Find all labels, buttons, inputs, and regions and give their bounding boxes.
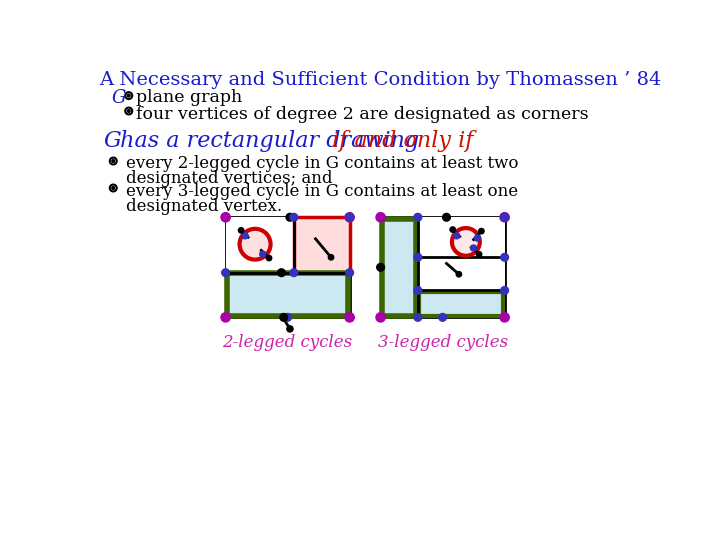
Circle shape bbox=[266, 255, 271, 261]
Text: every 2-legged cycle in G contains at least two: every 2-legged cycle in G contains at le… bbox=[126, 155, 518, 172]
Circle shape bbox=[474, 235, 481, 241]
Circle shape bbox=[277, 269, 285, 276]
Circle shape bbox=[280, 314, 287, 321]
Circle shape bbox=[376, 213, 385, 222]
Bar bbox=[225, 217, 294, 273]
Circle shape bbox=[286, 213, 294, 221]
Circle shape bbox=[500, 313, 509, 322]
Text: plane graph: plane graph bbox=[137, 90, 243, 106]
Circle shape bbox=[477, 252, 482, 257]
Bar bbox=[225, 217, 350, 318]
Circle shape bbox=[471, 245, 477, 251]
Circle shape bbox=[222, 269, 230, 276]
Circle shape bbox=[346, 213, 354, 221]
Bar bbox=[418, 217, 505, 257]
Circle shape bbox=[376, 313, 385, 322]
Circle shape bbox=[500, 253, 508, 261]
Text: designated vertex.: designated vertex. bbox=[126, 198, 282, 215]
Circle shape bbox=[452, 228, 480, 256]
Circle shape bbox=[221, 213, 230, 222]
Bar bbox=[294, 217, 350, 273]
Circle shape bbox=[127, 94, 130, 97]
Circle shape bbox=[345, 313, 354, 322]
Circle shape bbox=[328, 254, 334, 260]
Circle shape bbox=[112, 160, 114, 163]
Circle shape bbox=[290, 213, 297, 221]
Text: A Necessary and Sufficient Condition by Thomassen ’ 84: A Necessary and Sufficient Condition by … bbox=[99, 71, 662, 89]
Text: if and only if: if and only if bbox=[332, 130, 473, 152]
Text: G: G bbox=[112, 90, 126, 107]
Circle shape bbox=[240, 229, 271, 260]
Circle shape bbox=[284, 314, 292, 321]
Bar bbox=[419, 292, 503, 316]
Circle shape bbox=[500, 213, 508, 221]
Bar bbox=[382, 219, 416, 316]
Circle shape bbox=[287, 326, 293, 332]
Circle shape bbox=[500, 287, 508, 294]
Circle shape bbox=[456, 272, 462, 277]
Circle shape bbox=[127, 110, 130, 112]
Circle shape bbox=[238, 228, 244, 233]
Circle shape bbox=[346, 269, 354, 276]
Circle shape bbox=[450, 227, 456, 232]
Circle shape bbox=[221, 313, 230, 322]
Bar bbox=[228, 273, 348, 316]
Circle shape bbox=[414, 314, 422, 321]
Circle shape bbox=[345, 213, 354, 222]
Bar bbox=[418, 257, 505, 291]
Text: designated vertices; and: designated vertices; and bbox=[126, 170, 332, 187]
Circle shape bbox=[290, 269, 297, 276]
Circle shape bbox=[414, 253, 422, 261]
Text: four vertices of degree 2 are designated as corners: four vertices of degree 2 are designated… bbox=[137, 106, 589, 123]
Circle shape bbox=[438, 314, 446, 321]
Circle shape bbox=[414, 287, 422, 294]
Circle shape bbox=[112, 187, 114, 190]
Circle shape bbox=[414, 213, 422, 221]
Circle shape bbox=[260, 251, 266, 257]
Text: every 3-legged cycle in G contains at least one: every 3-legged cycle in G contains at le… bbox=[126, 183, 518, 200]
Text: 3-legged cycles: 3-legged cycles bbox=[377, 334, 508, 352]
Circle shape bbox=[500, 213, 509, 222]
Text: G: G bbox=[104, 130, 122, 152]
Circle shape bbox=[479, 228, 484, 234]
Text: 2-legged cycles: 2-legged cycles bbox=[222, 334, 353, 352]
Circle shape bbox=[443, 213, 451, 221]
Circle shape bbox=[454, 233, 459, 239]
Circle shape bbox=[377, 264, 384, 271]
Text: has a rectangular drawing: has a rectangular drawing bbox=[113, 130, 426, 152]
Bar bbox=[381, 217, 505, 318]
Circle shape bbox=[242, 233, 248, 239]
